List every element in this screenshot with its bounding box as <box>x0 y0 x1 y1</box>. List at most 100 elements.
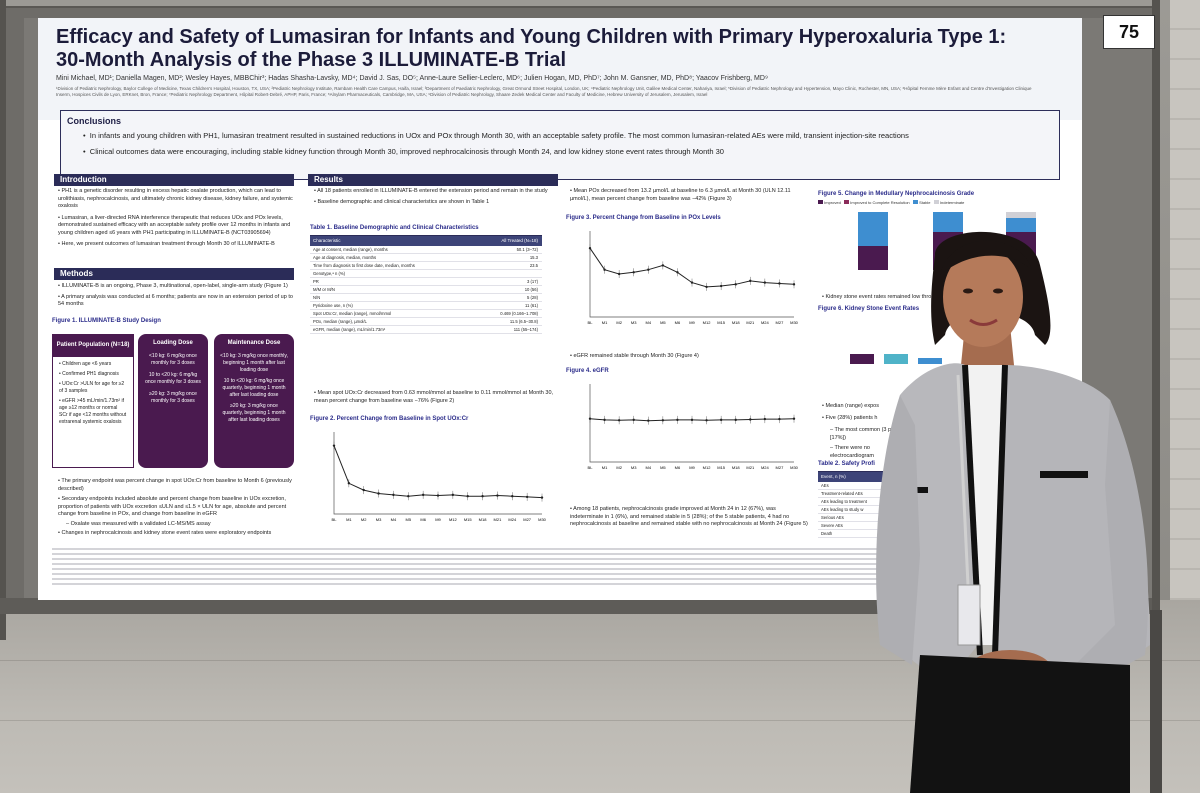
pox-text: • Mean POx decreased from 13.2 µmol/L at… <box>570 188 791 202</box>
table-2-title: Table 2. Safety Profi <box>818 461 875 467</box>
table-row: Spot UOx:Cr, median (range), mmol/mmol 0.… <box>310 310 542 318</box>
population-header: Patient Population (N=18) <box>52 334 134 356</box>
table-row: Death <box>818 530 908 538</box>
board-frame-left <box>0 0 6 640</box>
tick-label: M18 <box>479 517 488 522</box>
exposure-text: • Median (range) expos <box>822 403 879 409</box>
tick-label: M27 <box>523 517 532 522</box>
table-row: Severe AEs <box>818 522 908 530</box>
table-row: AEs <box>818 482 908 490</box>
data-point <box>407 495 410 498</box>
data-point <box>332 444 336 447</box>
tick-label: M1 <box>346 517 352 522</box>
data-point <box>690 418 694 422</box>
tick-label: M4 <box>646 320 652 325</box>
tick-label: M6 <box>675 320 681 325</box>
chart-axes <box>333 432 542 515</box>
data-point <box>734 283 737 286</box>
tick-label: M3 <box>631 465 637 470</box>
board-frame-bottom <box>0 598 1160 614</box>
data-point <box>603 268 606 271</box>
data-point <box>377 492 380 495</box>
results-heading: Results <box>308 174 558 186</box>
introduction-text: • PH1 is a genetic disorder resulting in… <box>58 188 293 247</box>
tick-label: M3 <box>376 517 382 522</box>
table-row: Pyridoxine use, n (%) 11 (61) <box>310 302 542 310</box>
figure-2-title: Figure 2. Percent Change from Baseline i… <box>310 416 469 422</box>
data-point <box>481 495 484 498</box>
figure-4-chart: BL M1 M2 M3 M4 M5 M6 M9 M12 M15 M18 M21 M24 M27 M30 <box>566 378 802 478</box>
tick-label: M21 <box>746 320 755 325</box>
tick-label: BL <box>588 465 594 470</box>
table-row: Event, n (%) <box>818 472 908 482</box>
data-point <box>588 247 592 250</box>
conclusions-box: Conclusions • In infants and young child… <box>60 110 1060 180</box>
tick-label: M6 <box>420 517 426 522</box>
table-row: POx, median (range), µmol/L 11.5 (6.5–30.… <box>310 318 542 326</box>
data-point <box>632 418 635 422</box>
tick-label: M9 <box>689 320 695 325</box>
data-point <box>719 284 723 288</box>
data-point <box>749 418 752 421</box>
tick-label: M24 <box>761 320 770 325</box>
figure-5-title: Figure 5. Change in Medullary Nephrocalc… <box>818 191 975 197</box>
no-ecg-text: – There were no electrocardiogram <box>830 445 875 459</box>
methods-text: • ILLUMINATE-B is an ongoing, Phase 3, m… <box>58 283 293 307</box>
results-text: • All 18 patients enrolled in ILLUMINATE… <box>314 188 548 205</box>
board-leg <box>1150 610 1162 793</box>
tick-label: M4 <box>391 517 397 522</box>
tick-label: M9 <box>435 517 441 522</box>
data-point <box>719 418 723 422</box>
stone-bar-3 <box>918 358 942 364</box>
data-point <box>436 494 440 497</box>
introduction-heading: Introduction <box>54 174 294 186</box>
maintenance-dose-box: Maintenance Dose <10 kg: 3 mg/kg once mo… <box>214 334 294 468</box>
tick-label: M12 <box>449 517 458 522</box>
data-point <box>525 495 529 499</box>
tick-label: M30 <box>790 320 799 325</box>
table-row: Age at consent, median (range), months 50… <box>310 246 542 254</box>
data-point <box>661 264 665 267</box>
table-1-title: Table 1. Baseline Demographic and Clinic… <box>310 225 479 231</box>
table-1-header: Characteristic All Treated (N=18) <box>310 236 542 246</box>
egfr-text: • eGFR remained stable through Month 30 … <box>570 353 699 359</box>
data-point <box>778 417 781 421</box>
stone-bar-2 <box>884 354 908 364</box>
data-point <box>347 482 351 485</box>
table-row: N/N 5 (28) <box>310 294 542 302</box>
presenter-person <box>876 231 1150 793</box>
figure-4-title: Figure 4. eGFR <box>566 368 609 374</box>
tick-label: M4 <box>646 465 652 470</box>
table-row: Genotype,ᵃ n (%) <box>310 270 542 278</box>
tick-label: M21 <box>746 465 755 470</box>
conclusion-point: • Clinical outcomes data were encouragin… <box>83 147 724 156</box>
tick-label: M30 <box>538 517 547 522</box>
data-point <box>362 488 365 492</box>
board-number-sign: 75 <box>1103 15 1155 49</box>
series-line <box>333 445 543 499</box>
figure-6-title: Figure 6. Kidney Stone Event Rates <box>818 306 920 312</box>
tick-label: M12 <box>703 465 712 470</box>
title-line-1: Efficacy and Safety of Lumasiran for Inf… <box>56 26 1007 48</box>
conclusions-heading: Conclusions <box>67 116 122 126</box>
tick-label: M6 <box>675 465 681 470</box>
poster-title: Efficacy and Safety of Lumasiran for Inf… <box>56 26 1016 72</box>
title-line-2: 30-Month Analysis of the Phase 3 ILLUMIN… <box>56 49 567 71</box>
tick-label: M24 <box>761 465 770 470</box>
tick-label: M21 <box>494 517 503 522</box>
data-point <box>466 495 469 498</box>
data-point <box>763 417 767 421</box>
data-point <box>647 268 650 271</box>
tick-label: M18 <box>732 320 741 325</box>
data-point <box>778 282 781 285</box>
tick-label: M1 <box>602 465 608 470</box>
data-point <box>749 279 752 283</box>
data-point <box>763 281 767 284</box>
tick-label: M2 <box>361 517 367 522</box>
figure-3-chart: BL M1 M2 M3 M4 M5 M6 M9 M12 M15 M18 M21 M24 M27 M30 <box>566 225 802 333</box>
endpoints-text: • The primary endpoint was percent chang… <box>58 478 292 536</box>
table-1: Characteristic All Treated (N=18) Age at c… <box>310 235 542 334</box>
figure-3-title: Figure 3. Percent Change from Baseline i… <box>566 215 721 221</box>
floor-seam <box>0 660 1200 661</box>
data-point <box>496 494 499 497</box>
